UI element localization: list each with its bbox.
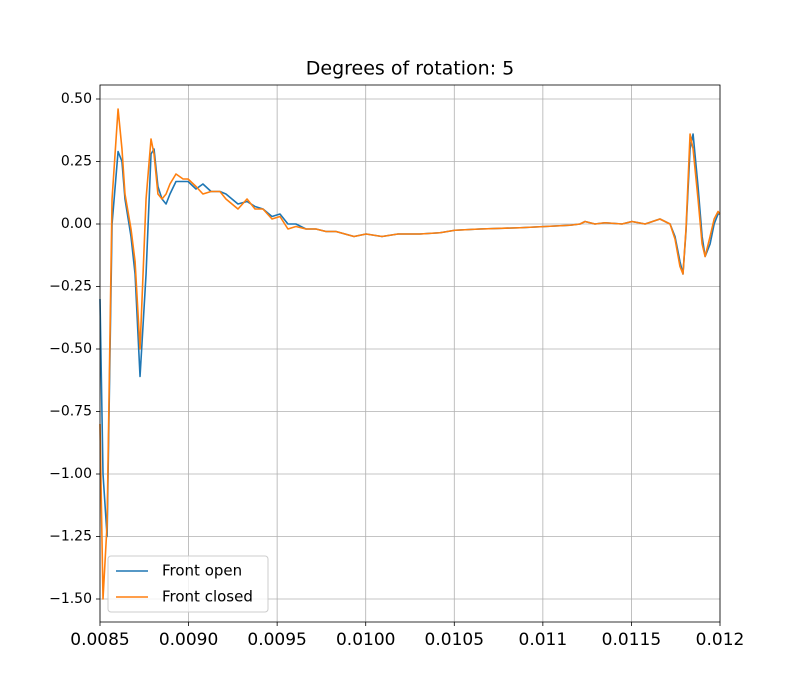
y-tick-label: 0.00 [61,216,92,232]
y-tick-label: −1.00 [49,466,92,482]
labels-layer: 0.0085 0.0090 0.0095 0.0100 0.0105 0.011 0.011… [49,91,744,650]
y-tick-label: −1.50 [49,591,92,607]
y-tick-label: −0.25 [49,279,92,295]
x-tick-label: 0.0085 [70,630,129,650]
x-tick-label: 0.0100 [336,630,395,650]
y-tick-label: 0.50 [61,91,92,107]
y-tick-label: −0.75 [49,404,92,420]
line-series [99,108,721,600]
x-tick-label: 0.012 [696,630,745,650]
legend-label: Front open [162,562,242,580]
lines-layer [99,108,721,600]
legend-label: Front closed [162,588,253,606]
legend-box [107,555,269,613]
x-tick-label: 0.0090 [159,630,218,650]
x-tick-label: 0.0105 [425,630,484,650]
chart-title: Degrees of rotation: 5 [306,58,514,80]
axes-frame [99,84,721,623]
x-tick-label: 0.0115 [602,630,661,650]
y-tick-label: −0.50 [49,341,92,357]
x-tick-label: 0.011 [519,630,568,650]
y-tick-label: −1.25 [49,529,92,545]
x-tick-label: 0.0095 [247,630,306,650]
y-tick-label: 0.25 [61,154,92,170]
